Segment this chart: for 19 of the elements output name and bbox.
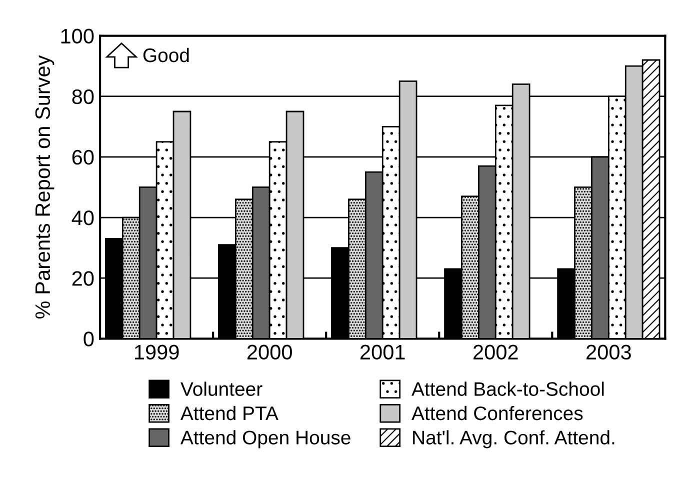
annotation: Good bbox=[143, 48, 189, 62]
y-tick-label: 100 bbox=[61, 28, 94, 44]
x-tick-label: 1999 bbox=[134, 344, 179, 360]
x-tick-label: 2000 bbox=[247, 344, 292, 360]
legend-label: Attend PTA bbox=[180, 406, 278, 420]
legend-label: Attend Back-to-School bbox=[412, 382, 604, 396]
legend-label: Volunteer bbox=[180, 382, 262, 396]
y-tick-label: 0 bbox=[84, 332, 94, 346]
legend-label: Attend Open House bbox=[180, 430, 350, 448]
y-axis-title: % Parents Report on Survey bbox=[35, 55, 54, 318]
y-tick-label: 80 bbox=[72, 89, 94, 104]
x-tick-label: 2003 bbox=[586, 344, 631, 360]
x-tick-label: 2001 bbox=[360, 344, 405, 360]
x-tick-label: 2002 bbox=[474, 344, 518, 360]
y-tick-label: 40 bbox=[72, 210, 94, 226]
y-tick-label: 20 bbox=[72, 271, 94, 286]
y-tick-label: 60 bbox=[72, 150, 94, 165]
legend-label: Nat'l. Avg. Conf. Attend. bbox=[413, 430, 614, 448]
legend-label: Attend Conferences bbox=[412, 406, 583, 420]
